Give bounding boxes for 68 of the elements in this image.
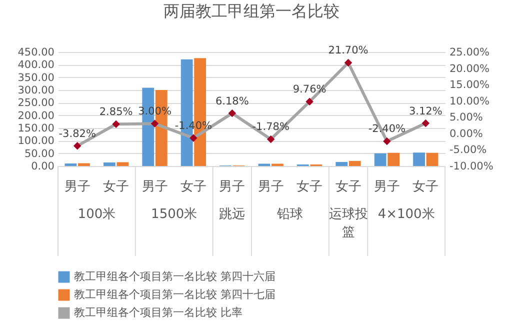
y-tick-label: 350.00 xyxy=(18,72,54,84)
y-tick-label: 0.00 xyxy=(31,160,54,172)
data-label: -1.78% xyxy=(252,121,290,134)
point xyxy=(422,119,430,128)
y2-tick-label: 20.00% xyxy=(450,62,490,75)
y2-tick-label: 15.00% xyxy=(450,79,490,92)
data-label: 3.12% xyxy=(408,105,442,118)
point xyxy=(306,98,314,106)
point xyxy=(383,137,391,146)
data-label: -2.40% xyxy=(368,123,406,136)
legend-label: 教工甲组各个项目第一名比较 第四十七届 xyxy=(74,288,276,301)
x-tick-label: 男子 xyxy=(64,180,90,194)
bar xyxy=(64,163,77,166)
data-label: 2.85% xyxy=(99,106,133,118)
point xyxy=(344,58,352,67)
point xyxy=(190,134,198,142)
data-label: 9.76% xyxy=(292,84,326,96)
text: 铅球 xyxy=(276,207,304,222)
bar xyxy=(388,152,400,166)
point xyxy=(228,109,236,118)
data-label: 6.18% xyxy=(215,95,249,108)
data-label: 21.70% xyxy=(328,44,368,57)
legend-label: 教工甲组各个项目第一名比较 第四十六届 xyxy=(74,270,276,283)
y2-tick-label: 5.00% xyxy=(450,112,483,124)
y-tick-label: 150.00 xyxy=(18,122,54,134)
x-tick-label: 女子 xyxy=(103,180,130,194)
legend-label: 教工甲组各个项目第一名比较 比率 xyxy=(74,306,242,319)
y-tick-label: 450.00 xyxy=(18,46,54,58)
data-label: -1.40% xyxy=(174,120,212,132)
y2-tick-label: 25.00% xyxy=(450,46,490,58)
y-tick-label: 100.00 xyxy=(18,135,54,148)
bar xyxy=(116,162,129,166)
y-tick-label: 300.00 xyxy=(18,84,54,96)
x-tick-label: 男子 xyxy=(142,180,168,194)
y-tick-label: 50.00 xyxy=(24,148,54,160)
point xyxy=(150,120,159,128)
text: 1500米 xyxy=(151,207,198,222)
x-tick-label: 女子 xyxy=(335,180,362,194)
y-tick-label: 250.00 xyxy=(18,97,54,110)
bar xyxy=(413,152,425,166)
bar xyxy=(348,160,361,166)
text: 4×100米 xyxy=(378,207,435,222)
y2-tick-label: 0.00% xyxy=(450,128,483,140)
y-tick-label: 200.00 xyxy=(18,110,54,122)
data-label: -3.82% xyxy=(58,128,96,140)
bar xyxy=(78,163,90,166)
x-tick-label: 女子 xyxy=(180,180,206,194)
text: 100米 xyxy=(78,207,116,222)
y2-tick-label: -10.00% xyxy=(450,160,494,172)
x-tick-label: 女子 xyxy=(412,180,439,194)
point xyxy=(73,142,82,150)
y2-tick-label: -5.00% xyxy=(450,144,487,156)
bar xyxy=(336,162,348,166)
data-label: 3.00% xyxy=(138,106,172,118)
point xyxy=(112,120,120,128)
bar xyxy=(374,153,386,166)
bar xyxy=(103,162,116,166)
x-tick-label: 男子 xyxy=(374,180,400,194)
point xyxy=(266,135,275,144)
y2-tick-label: 10.00% xyxy=(450,95,490,108)
text: 运球投篮 xyxy=(328,207,368,240)
bar xyxy=(426,152,438,166)
chart-title: 两届教工甲组第一名比较 xyxy=(164,2,340,21)
y-tick-label: 400.00 xyxy=(18,59,54,72)
x-tick-label: 男子 xyxy=(219,180,246,194)
x-tick-label: 女子 xyxy=(296,180,323,194)
x-tick-label: 男子 xyxy=(258,180,284,194)
text: 跳远 xyxy=(219,207,246,222)
